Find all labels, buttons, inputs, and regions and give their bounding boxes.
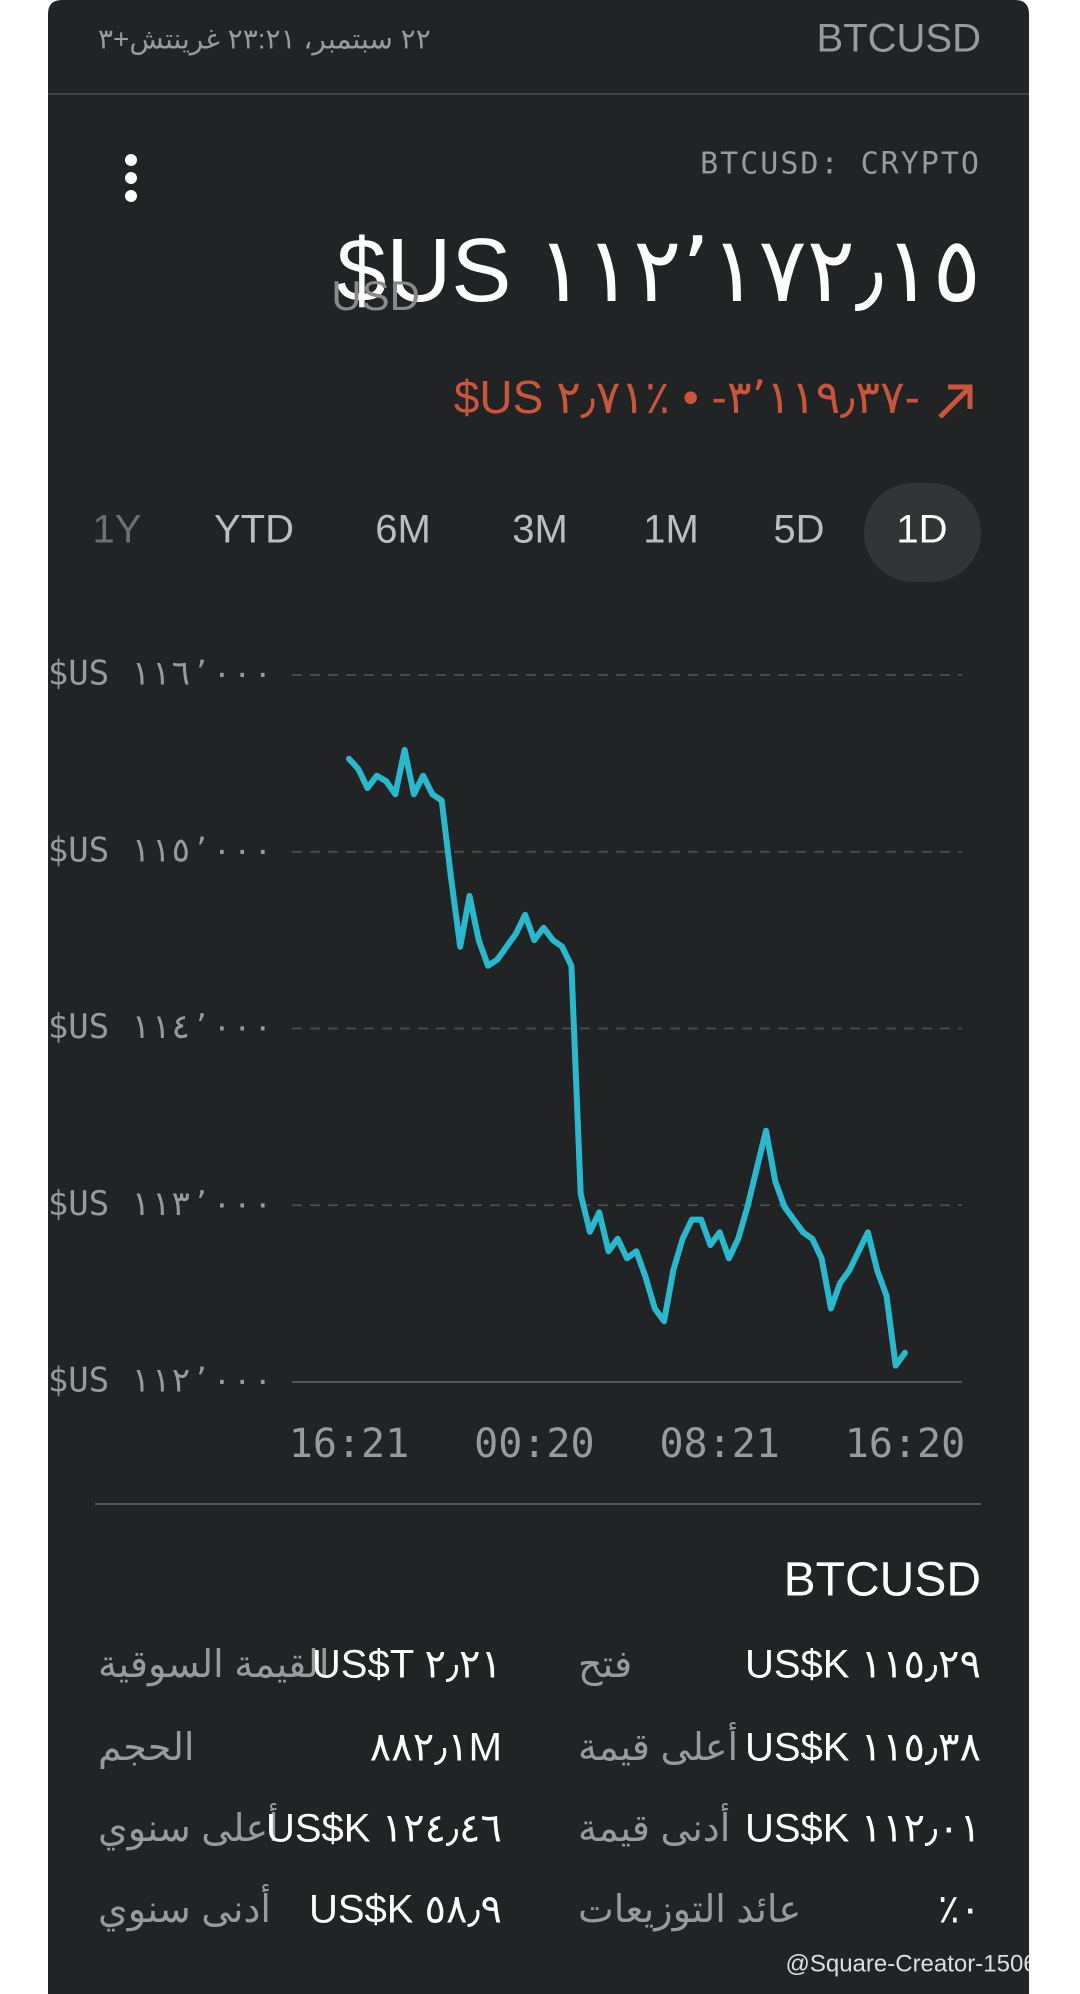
y-tick-label: $US ١١٤٬٠٠٠ <box>48 1007 273 1047</box>
y-tick-label: $US ١١٣٬٠٠٠ <box>48 1184 273 1224</box>
menu-button[interactable] <box>125 154 137 202</box>
range-tab[interactable]: 1M <box>643 508 699 552</box>
stat-value: US$K ١٢٤٫٤٦ <box>266 1807 502 1851</box>
stat-value: US$K ١١٢٫٠١ <box>745 1807 981 1851</box>
dot <box>125 154 137 166</box>
y-tick-label: $US ١١٦٬٠٠٠ <box>48 654 273 694</box>
stat-value: ٨٨٢٫١M <box>370 1726 502 1770</box>
stat-label: أدنى سنوي <box>98 1884 271 1932</box>
currency: USD <box>331 272 420 319</box>
x-tick-label: 16:20 <box>845 1421 965 1467</box>
watermark: @Square-Creator-15066... <box>785 1950 1070 1977</box>
stat-label: فتح <box>578 1644 632 1687</box>
x-tick-label: 08:21 <box>659 1421 779 1467</box>
price-line <box>346 746 908 1369</box>
stat-label: القيمة السوقية <box>98 1644 329 1687</box>
datetime: ٢٢ سبتمبر، ٢٣:٢١ غرينتش+٣ <box>98 23 431 55</box>
range-tab[interactable]: 1D <box>896 508 947 552</box>
symbol: BTCUSD <box>817 17 981 61</box>
stat-label: أعلى سنوي <box>98 1803 279 1851</box>
active-tab-bg <box>864 483 981 582</box>
stat-label: أدنى قيمة <box>578 1803 730 1850</box>
range-tab[interactable]: 5D <box>773 508 824 552</box>
range-tab[interactable]: 1Y <box>93 508 142 552</box>
dot <box>125 172 137 184</box>
range-tab[interactable]: YTD <box>214 508 294 552</box>
price: $US ١١٢٬١٧٢٫١٥ <box>336 221 981 321</box>
range-tab[interactable]: 6M <box>375 508 431 552</box>
stat-label: عائد التوزيعات <box>578 1889 801 1932</box>
stat-label: أعلى قيمة <box>578 1722 738 1769</box>
stat-value: US$T ٢٫٢١ <box>312 1643 502 1687</box>
y-tick-label: $US ١١٢٬٠٠٠ <box>48 1361 273 1401</box>
x-tick-label: 16:21 <box>289 1421 409 1467</box>
stat-value: ٪٠ <box>938 1888 981 1932</box>
change: $US ٣٬١١٩٫٣٧- • ٪٢٫٧١- <box>454 371 920 423</box>
stat-value: US$K ١١٥٫٣٨ <box>745 1726 981 1770</box>
x-tick-label: 00:20 <box>474 1421 594 1467</box>
stat-value: US$K ١١٥٫٢٩ <box>745 1643 981 1687</box>
stat-value: US$K ٥٨٫٩ <box>309 1888 502 1932</box>
down-arrow-icon <box>938 384 973 419</box>
exchange: BTCUSD: CRYPTO <box>700 147 981 182</box>
dot <box>125 190 137 202</box>
stats-title: BTCUSD <box>784 1554 981 1607</box>
stat-label: الحجم <box>98 1727 194 1769</box>
range-tab[interactable]: 3M <box>512 508 568 552</box>
panel <box>48 0 1029 1994</box>
y-tick-label: $US ١١٥٬٠٠٠ <box>48 830 273 870</box>
